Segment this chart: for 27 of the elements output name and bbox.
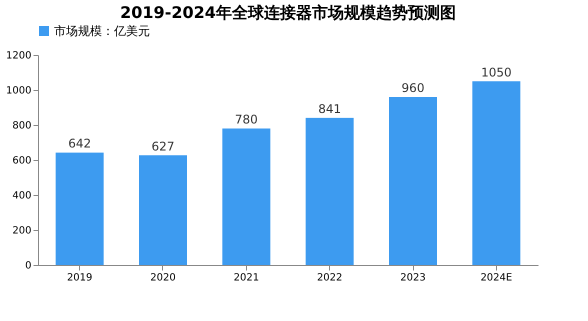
bar [472, 81, 520, 265]
y-tick-label: 400 [12, 190, 32, 202]
x-tick-label: 2020 [150, 272, 176, 284]
data-label: 841 [318, 102, 342, 116]
y-tick-label: 800 [12, 120, 32, 132]
y-tick-label: 0 [25, 260, 32, 272]
data-label: 960 [402, 81, 424, 95]
bar [389, 97, 437, 265]
data-label: 780 [234, 112, 258, 126]
bar [139, 155, 187, 265]
y-tick-label: 600 [12, 156, 32, 166]
data-label: 1050 [481, 65, 512, 80]
x-tick-label: 2024E [480, 272, 512, 284]
bar [56, 152, 104, 265]
y-tick-label: 1200 [6, 50, 32, 62]
legend-label: 市场规模：亿美元 [54, 24, 150, 38]
x-tick-label: 2023 [400, 272, 426, 284]
data-label: 627 [152, 139, 174, 154]
bar [306, 118, 354, 265]
y-tick-label: 1000 [6, 86, 32, 96]
x-tick-label: 2022 [316, 272, 342, 284]
bar [222, 128, 270, 265]
y-tick-label: 200 [12, 226, 32, 236]
data-label: 642 [68, 136, 92, 151]
x-tick-label: 2021 [234, 272, 260, 284]
chart-title: 2019-2024年全球连接器市场规模趋势预测图 [120, 3, 456, 22]
x-tick-label: 2019 [66, 272, 92, 284]
